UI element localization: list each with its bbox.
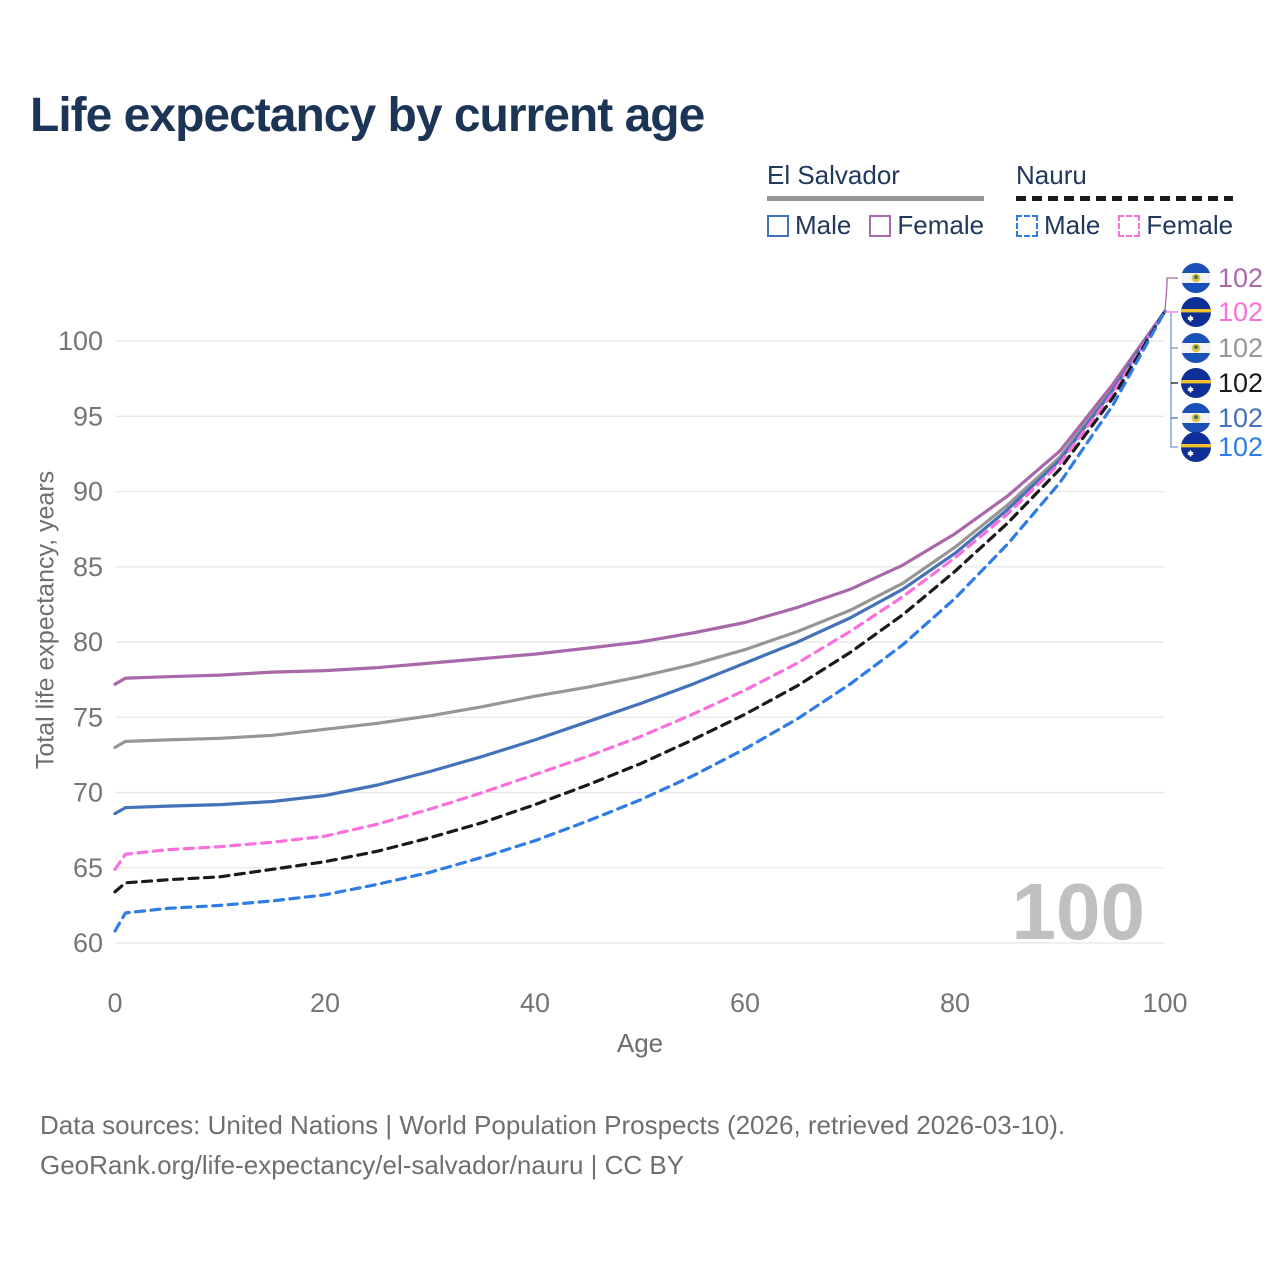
el-salvador-flag-icon [1181, 263, 1211, 293]
end-label-el-salvador-male: 102 [1181, 403, 1263, 433]
nauru-flag-icon [1181, 368, 1211, 398]
x-axis-title: Age [616, 1028, 664, 1058]
y-tick-label: 80 [73, 627, 103, 657]
x-tick-label: 20 [310, 988, 340, 1018]
connector [1164, 277, 1178, 312]
el-salvador-flag-icon [1181, 333, 1211, 363]
legend-item-label: Male [795, 210, 852, 240]
end-label-nauru-female: 102 [1181, 297, 1263, 327]
attribution-link[interactable]: GeoRank.org/life-expectancy/el-salvador/… [40, 1150, 685, 1180]
y-tick-label: 85 [73, 552, 103, 582]
end-value: 102 [1218, 333, 1264, 363]
end-label-el-salvador-both: 102 [1181, 333, 1263, 363]
legend-country-label[interactable]: El Salvador [767, 160, 900, 190]
legend-item-label: Female [897, 210, 985, 240]
y-tick-label: 100 [58, 326, 103, 356]
y-tick-label: 70 [73, 778, 103, 808]
el-salvador-solid-line-swatch [767, 196, 985, 201]
nauru-dashed-line-swatch [1016, 196, 1234, 201]
legend-item-label: Male [1044, 210, 1101, 240]
series-line-sv-both[interactable] [113, 309, 1167, 750]
series-line-nr-male[interactable] [113, 309, 1167, 933]
el-salvador-flag-icon [1181, 403, 1211, 433]
end-value: 102 [1218, 403, 1264, 433]
end-label-el-salvador-female: 102 [1181, 263, 1263, 293]
legend-item-nauru-female[interactable]: Female [1118, 210, 1233, 241]
end-value: 102 [1218, 368, 1264, 398]
series-line-sv-female[interactable] [113, 309, 1167, 686]
series-line-sv-male[interactable] [113, 309, 1167, 816]
legend-item-el-salvador-female[interactable]: Female [869, 210, 984, 241]
x-tick-label: 60 [730, 988, 760, 1018]
connector [1170, 313, 1178, 448]
series-line-nr-both[interactable] [113, 309, 1167, 894]
el-salvador-female-swatch[interactable] [869, 214, 892, 237]
y-tick-label: 75 [73, 702, 103, 732]
end-value: 102 [1218, 432, 1264, 462]
legend-item-label: Female [1146, 210, 1234, 240]
legend-item-nauru-male[interactable]: Male [1016, 210, 1100, 241]
end-value: 102 [1218, 297, 1264, 327]
legend-item-el-salvador-male[interactable]: Male [767, 210, 851, 241]
y-tick-label: 90 [73, 477, 103, 507]
legend-country-label[interactable]: Nauru [1016, 160, 1087, 190]
x-tick-label: 100 [1142, 988, 1187, 1018]
y-tick-label: 60 [73, 928, 103, 958]
x-tick-label: 40 [520, 988, 550, 1018]
end-label-nauru-both: 102 [1181, 368, 1263, 398]
legend-group-el-salvador: El Salvador Male Female [767, 160, 985, 241]
series-line-nr-female[interactable] [113, 309, 1167, 871]
page-title: Life expectancy by current age [30, 89, 705, 142]
end-label-nauru-male: 102 [1181, 432, 1263, 462]
nauru-flag-icon [1181, 432, 1211, 462]
end-value: 102 [1218, 263, 1264, 293]
y-tick-label: 95 [73, 401, 103, 431]
legend-country-el-salvador[interactable]: El Salvador [767, 160, 985, 201]
nauru-flag-icon [1181, 297, 1211, 327]
y-tick-label: 65 [73, 853, 103, 883]
el-salvador-male-swatch[interactable] [767, 214, 789, 237]
data-source-note: Data sources: United Nations | World Pop… [40, 1110, 1066, 1140]
legend-group-nauru: Nauru Male Female [1016, 160, 1234, 241]
x-tick-label: 80 [940, 988, 970, 1018]
age-watermark: 100 [1011, 867, 1145, 956]
nauru-female-swatch[interactable] [1118, 214, 1141, 237]
legend-country-nauru[interactable]: Nauru [1016, 160, 1234, 201]
nauru-male-swatch[interactable] [1016, 214, 1038, 237]
x-tick-label: 0 [107, 988, 122, 1018]
y-axis-title: Total life expectancy, years [31, 470, 60, 770]
